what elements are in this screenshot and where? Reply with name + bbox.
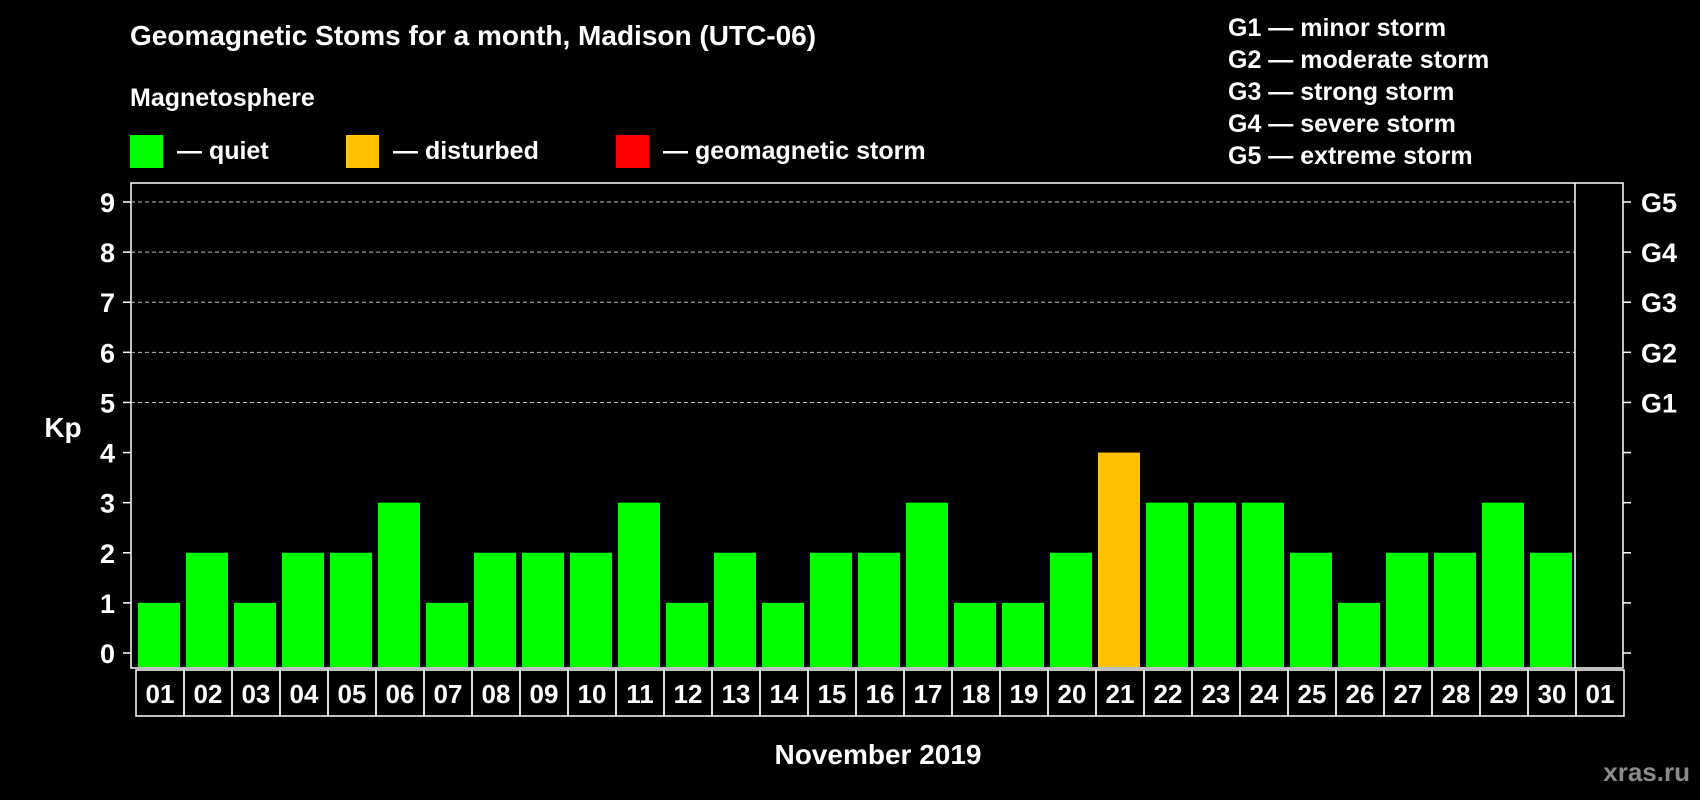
bar-day-06 [378,502,420,667]
bar-day-01 [138,602,180,667]
y-tick-label-6: 6 [100,338,115,368]
y-tick-label-7: 7 [100,288,115,318]
bar-day-26 [1338,602,1380,667]
watermark: xras.ru [1603,757,1690,787]
x-tick-label-9: 09 [530,679,559,709]
legend-disturbed-swatch [346,134,379,168]
x-tick-label-13: 13 [722,679,751,709]
x-tick-label-5: 05 [338,679,367,709]
legend-quiet: — quiet [130,134,269,168]
bar-day-12 [666,602,708,667]
x-tick-label-2: 02 [194,679,223,709]
x-tick-label-29: 29 [1490,679,1519,709]
storm-scale-g1: G1 — minor storm [1228,14,1447,42]
x-tick-label-28: 28 [1442,679,1471,709]
x-tick-label-14: 14 [770,679,799,709]
legend-disturbed-label: — disturbed [393,136,539,165]
bar-day-14 [762,602,804,667]
y-axis-label: Kp [44,412,81,443]
chart-subtitle: Magnetosphere [130,84,315,112]
bar-day-25 [1290,552,1332,667]
bar-day-05 [330,552,372,667]
legend-quiet-swatch [130,134,163,168]
x-tick-label-10: 10 [578,679,607,709]
legend-disturbed: — disturbed [346,134,539,168]
bar-day-19 [1002,602,1044,667]
x-tick-label-26: 26 [1346,679,1375,709]
storm-level-label-g2: G2 [1641,338,1677,368]
bar-day-24 [1242,502,1284,667]
bar-day-04 [282,552,324,667]
bar-day-20 [1050,552,1092,667]
bar-day-17 [906,502,948,667]
bar-day-23 [1194,502,1236,667]
bar-day-13 [714,552,756,667]
plot-frame [130,182,1624,669]
bar-day-08 [474,552,516,667]
x-tick-label-30: 30 [1538,679,1567,709]
legend-storm-swatch [616,134,649,168]
y-tick-label-8: 8 [100,238,115,268]
bar-day-15 [810,552,852,667]
x-tick-label-8: 08 [482,679,511,709]
x-tick-label-20: 20 [1058,679,1087,709]
bar-day-09 [522,552,564,667]
x-tick-label-16: 16 [866,679,895,709]
storm-level-label-g3: G3 [1641,288,1677,318]
x-tick-label-15: 15 [818,679,847,709]
x-tick-label-18: 18 [962,679,991,709]
legend-storm: — geomagnetic storm [616,134,926,168]
storm-scale-g3: G3 — strong storm [1228,78,1455,106]
x-tick-label-17: 17 [914,679,943,709]
bar-day-10 [570,552,612,667]
x-tick-label-3: 03 [242,679,271,709]
storm-scale-g4: G4 — severe storm [1228,110,1456,138]
bar-day-03 [234,602,276,667]
legend-storm-label: — geomagnetic storm [663,136,926,165]
storm-scale-legend: G1 — minor storm G2 — moderate storm G3 … [1228,12,1489,172]
x-tick-label-4: 04 [290,679,319,709]
bar-day-11 [618,502,660,667]
bar-day-02 [186,552,228,667]
x-tick-label-27: 27 [1394,679,1423,709]
bar-day-30 [1530,552,1572,667]
x-tick-label-21: 21 [1106,679,1135,709]
x-tick-label-11: 11 [626,679,654,709]
y-tick-label-3: 3 [100,489,115,519]
y-tick-label-1: 1 [100,589,115,619]
storm-scale-g5: G5 — extreme storm [1228,142,1473,170]
bar-day-27 [1386,552,1428,667]
bar-day-22 [1146,502,1188,667]
y-tick-label-2: 2 [100,539,115,569]
bar-day-18 [954,602,996,667]
legend-quiet-label: — quiet [177,136,269,165]
x-tick-label-24: 24 [1250,679,1279,709]
x-tick-label-12: 12 [674,679,703,709]
x-tick-label-22: 22 [1154,679,1183,709]
x-tick-label-6: 06 [386,679,415,709]
y-tick-label-5: 5 [100,388,115,418]
day-cell-31 [1575,669,1625,717]
bar-day-07 [426,602,468,667]
y-tick-label-0: 0 [100,639,115,669]
x-tick-label-19: 19 [1010,679,1039,709]
storm-scale-g2: G2 — moderate storm [1228,46,1490,74]
x-tick-label-25: 25 [1298,679,1327,709]
bar-day-21 [1098,452,1140,667]
bar-day-29 [1482,502,1524,667]
storm-level-label-g1: G1 [1641,388,1677,418]
storm-level-label-g5: G5 [1641,188,1677,218]
bar-day-16 [858,552,900,667]
x-tick-label-7: 07 [434,679,463,709]
y-tick-label-9: 9 [100,188,115,218]
x-tick-label-31: 01 [1586,679,1615,709]
x-axis-label: November 2019 [774,739,981,770]
storm-level-label-g4: G4 [1641,238,1677,268]
chart-title: Geomagnetic Stoms for a month, Madison (… [130,20,817,51]
bar-day-28 [1434,552,1476,667]
x-tick-label-1: 01 [146,679,175,709]
y-tick-label-4: 4 [100,439,115,469]
x-tick-label-23: 23 [1202,679,1231,709]
